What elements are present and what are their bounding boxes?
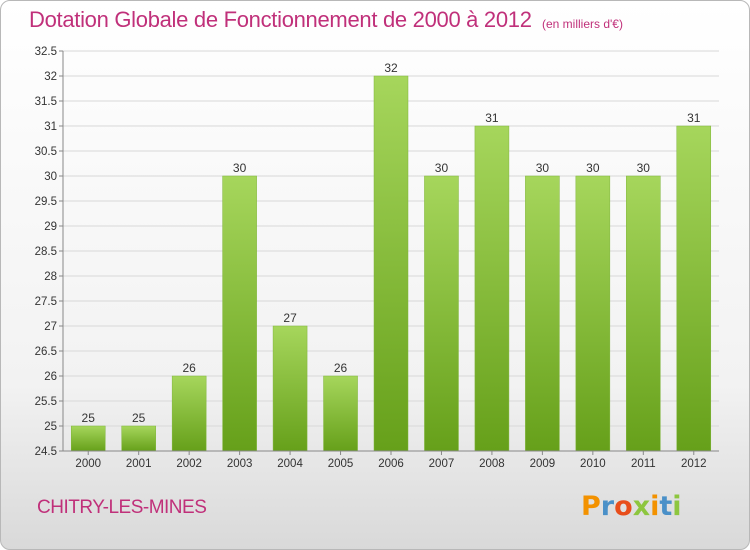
y-tick-label: 29 xyxy=(44,221,57,233)
x-tick-label: 2009 xyxy=(530,458,556,470)
bar-value-label: 30 xyxy=(637,161,651,175)
y-tick-label: 25.5 xyxy=(35,396,57,408)
x-tick-label: 2000 xyxy=(75,458,101,470)
x-tick-label: 2002 xyxy=(176,458,202,470)
logo-letter: P xyxy=(581,491,601,522)
bar-2001 xyxy=(121,425,156,452)
bar-value-label: 30 xyxy=(536,161,550,175)
x-tick-label: 2008 xyxy=(479,458,505,470)
bar-2011 xyxy=(626,175,661,452)
bar-2007 xyxy=(424,175,459,452)
y-tick-label: 27.5 xyxy=(35,296,57,308)
bar-value-label: 26 xyxy=(182,361,196,375)
bar-value-label: 26 xyxy=(334,361,348,375)
axes: 24.5 25 25.5 26 26.5 27 27.5 28 28.5 29 29.5 30 30.5… xyxy=(35,46,719,470)
bar-2000 xyxy=(70,425,106,452)
x-tick-label: 2001 xyxy=(126,458,152,470)
bar-2002 xyxy=(171,375,207,452)
bar-value-label: 27 xyxy=(283,311,297,325)
y-tick-label: 26 xyxy=(44,371,57,383)
y-tick-label: 26.5 xyxy=(35,346,57,358)
y-tick-label: 29.5 xyxy=(35,196,57,208)
logo-letter: o xyxy=(614,491,633,522)
chart-unit: (en milliers d'€) xyxy=(542,17,623,31)
logo-letter: i xyxy=(650,491,660,522)
bar-value-label: 32 xyxy=(384,61,398,75)
bar-2008 xyxy=(474,125,510,452)
bars: 25 25 26 30 27 26 32 30 31 30 30 30 31 xyxy=(70,61,712,452)
bar-value-label: 25 xyxy=(132,411,146,425)
x-tick-label: 2003 xyxy=(227,458,253,470)
bar-value-label: 31 xyxy=(687,111,701,125)
y-tick-label: 25 xyxy=(44,421,57,433)
bar-2006 xyxy=(373,75,409,452)
proxiti-logo: Proxiti xyxy=(581,491,682,522)
chart-title: Dotation Globale de Fonctionnement de 20… xyxy=(29,7,532,32)
x-tick-label: 2007 xyxy=(429,458,455,470)
bar-2010 xyxy=(575,175,611,452)
y-tick-label: 28.5 xyxy=(35,246,57,258)
logo-letter: x xyxy=(632,491,651,522)
bar-value-label: 30 xyxy=(586,161,600,175)
y-tick-label: 31.5 xyxy=(35,96,57,108)
logo-letter: i xyxy=(672,491,682,522)
logo-letter: r xyxy=(600,491,615,522)
y-tick-label: 30.5 xyxy=(35,146,57,158)
bar-value-label: 30 xyxy=(233,161,247,175)
commune-name: CHITRY-LES-MINES xyxy=(37,497,207,518)
y-tick-label: 32 xyxy=(44,71,57,83)
x-tick-label: 2010 xyxy=(580,458,606,470)
y-tick-label: 31 xyxy=(44,121,57,133)
x-tick-label: 2011 xyxy=(631,458,656,470)
y-tick-label: 27 xyxy=(44,321,57,333)
x-tick-label: 2012 xyxy=(681,458,707,470)
bar-2004 xyxy=(272,325,308,452)
x-tick-label: 2006 xyxy=(378,458,404,470)
bar-2003 xyxy=(222,175,257,452)
bar-value-label: 31 xyxy=(485,111,499,125)
bar-2005 xyxy=(323,375,358,452)
x-tick-label: 2004 xyxy=(277,458,303,470)
bar-value-label: 30 xyxy=(435,161,449,175)
y-tick-label: 24.5 xyxy=(35,446,57,458)
bar-2009 xyxy=(525,175,560,452)
y-tick-label: 28 xyxy=(44,271,57,283)
bar-value-label: 25 xyxy=(82,411,96,425)
x-tick-label: 2005 xyxy=(328,458,354,470)
logo-letter: t xyxy=(659,491,673,522)
bar-2012 xyxy=(676,125,712,452)
y-tick-label: 32.5 xyxy=(35,46,57,58)
y-tick-label: 30 xyxy=(44,171,57,183)
